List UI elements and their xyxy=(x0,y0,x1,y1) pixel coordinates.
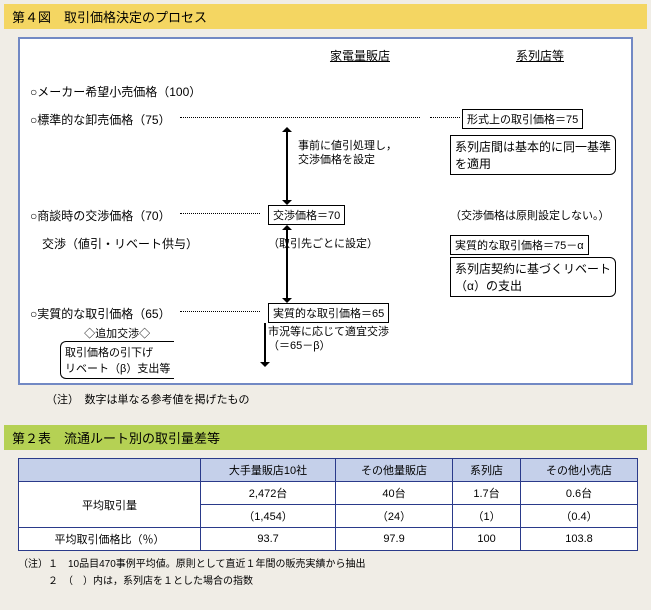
col-header-b: 系列店等 xyxy=(490,47,590,64)
row-a-label: 平均取引量 xyxy=(19,482,201,528)
process-diagram: 家電量販店 系列店等 ○メーカー希望小売価格（100） ○標準的な卸売価格（75… xyxy=(18,37,633,385)
row-2: ○標準的な卸売価格（75） xyxy=(30,111,171,128)
figure-title: 第４図 取引価格決定のプロセス xyxy=(4,4,647,29)
txt-b4: （交渉価格は原則設定しない。） xyxy=(450,207,610,223)
dotted-3 xyxy=(180,311,260,312)
th-4: その他小売店 xyxy=(521,459,638,482)
data-table: 大手量販店10社 その他量販店 系列店 その他小売店 平均取引量 2,472台4… xyxy=(18,458,638,551)
bracket-b2: 系列店契約に基づくリベート （α）の支出 xyxy=(450,257,616,297)
row-5: ○実質的な取引価格（65） xyxy=(30,305,171,322)
dotted-2 xyxy=(180,213,260,214)
table-title: 第２表 流通ルート別の取引量差等 xyxy=(4,425,647,450)
box-a5: 実質的な取引価格＝65 xyxy=(268,303,389,323)
row-3: ○商談時の交渉価格（70） xyxy=(30,207,171,224)
box-b1: 形式上の取引価格＝75 xyxy=(462,109,583,129)
th-1: 大手量販店10社 xyxy=(201,459,336,482)
row-b-label: 平均取引価格比（％） xyxy=(19,528,201,551)
row-1: ○メーカー希望小売価格（100） xyxy=(30,83,201,100)
txt-a7: （＝65－β） xyxy=(268,337,331,353)
dotted-b1 xyxy=(430,117,460,118)
th-blank xyxy=(19,459,201,482)
bracket-b1: 系列店間は基本的に同一基準 を適用 xyxy=(450,135,616,175)
dotted-1 xyxy=(180,117,420,118)
arrow-a3 xyxy=(264,323,266,363)
txt-a4: （取引先ごとに設定） xyxy=(268,235,378,251)
th-3: 系列店 xyxy=(452,459,520,482)
figure-note: （注） 数字は単なる参考値を掲げたもの xyxy=(18,391,633,407)
row-4: 交渉（値引・リベート供与） xyxy=(30,235,198,252)
footnote-1: （注）１ 10品目470事例平均値。原則として直近１年間の販売実績から抽出 xyxy=(18,555,633,570)
box-b5: 実質的な取引価格＝75－α xyxy=(450,235,589,255)
col-header-a: 家電量販店 xyxy=(300,47,420,64)
sub-block: ◇追加交渉◇ 取引価格の引下げ リベート（β）支出等 xyxy=(60,325,174,379)
arrow-a1 xyxy=(286,131,288,201)
th-2: その他量販店 xyxy=(336,459,453,482)
box-a3: 交渉価格＝70 xyxy=(268,205,345,225)
footnote-2: ２ （ ）内は，系列店を１とした場合の指数 xyxy=(18,572,633,587)
txt-a2: 交渉価格を設定 xyxy=(298,151,375,167)
